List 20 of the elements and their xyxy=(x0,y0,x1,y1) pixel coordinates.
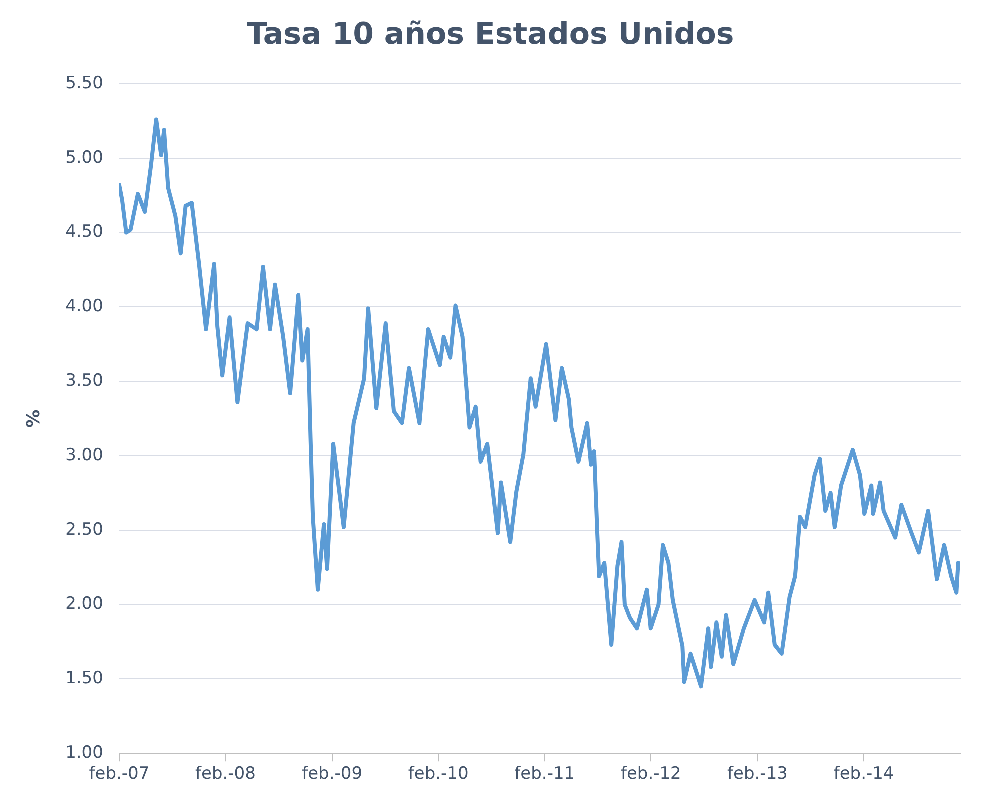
x-tick-label: feb.-12 xyxy=(620,764,682,784)
y-tick-label: 4.50 xyxy=(66,222,104,242)
x-tick-label: feb.-07 xyxy=(89,764,150,784)
y-tick-label: 3.00 xyxy=(66,445,104,466)
x-tick-label: feb.-08 xyxy=(196,764,256,784)
y-tick-label: 1.00 xyxy=(66,743,104,764)
y-tick-label: 4.00 xyxy=(66,296,104,317)
x-tick-label: feb.-13 xyxy=(728,764,788,784)
y-tick-label: 1.50 xyxy=(66,668,104,689)
y-tick-label: 2.00 xyxy=(66,594,104,614)
x-tick-label: feb.-09 xyxy=(302,764,363,784)
y-tick-label: 3.50 xyxy=(66,371,104,392)
y-axis-title: % xyxy=(23,410,44,428)
y-tick-label: 5.00 xyxy=(66,148,104,168)
y-tick-label: 2.50 xyxy=(66,520,104,540)
x-tick-label: feb.-11 xyxy=(514,764,576,784)
x-tick-label: feb.-10 xyxy=(408,764,469,784)
chart-title: Tasa 10 años Estados Unidos xyxy=(246,16,734,52)
x-tick-label: feb.-14 xyxy=(834,764,894,784)
y-tick-label: 5.50 xyxy=(66,73,104,94)
